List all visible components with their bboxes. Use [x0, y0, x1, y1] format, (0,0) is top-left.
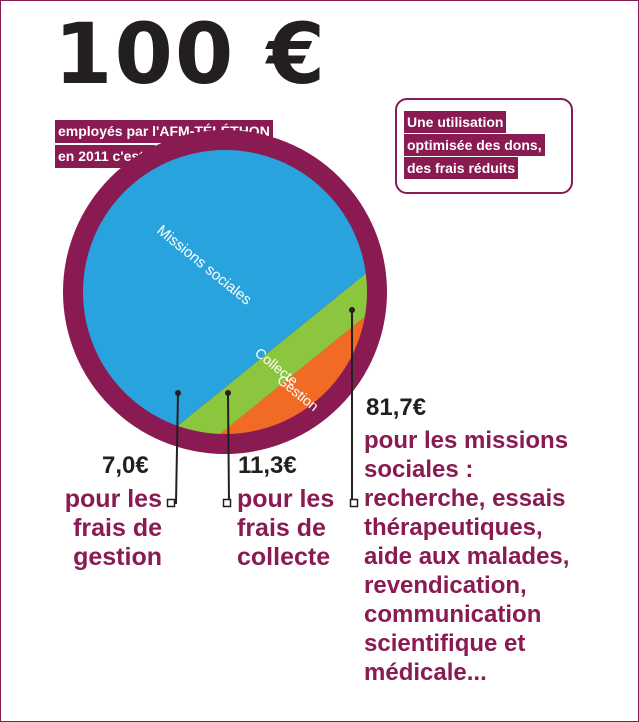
callout-line-1: Une utilisation — [404, 111, 507, 133]
missions-desc-line: revendication, — [364, 572, 527, 599]
callout-text: Une utilisation optimisée des dons, des … — [404, 111, 545, 180]
gestion-value: 7,0€ — [102, 452, 149, 479]
missions-desc-line: pour les missions — [364, 427, 569, 454]
gestion-desc-line: gestion — [73, 543, 162, 571]
missions-desc-line: recherche, essais — [364, 485, 566, 512]
gestion-desc-line: frais de — [73, 514, 162, 542]
missions-desc-line: médicale... — [364, 659, 487, 686]
pie-slice-gestion — [83, 150, 367, 434]
collecte-leader-dot — [225, 390, 231, 396]
gestion-leader-marker — [166, 498, 176, 508]
missions-desc-line: aide aux malades, — [364, 543, 570, 570]
collecte-description: pour les frais de collecte — [237, 485, 334, 572]
collecte-leader-marker — [222, 498, 232, 508]
missions-desc-line: communication — [364, 601, 542, 628]
callout-line-3: des frais réduits — [404, 157, 519, 179]
pie-slice-missions-sociales — [83, 150, 367, 434]
missions-desc-line: thérapeutiques, — [364, 514, 543, 541]
collecte-desc-line: pour les — [237, 485, 335, 513]
missions-desc-line: sociales : — [364, 456, 474, 483]
gestion-leader-dot — [175, 390, 181, 396]
gestion-description: pour les frais de gestion — [62, 485, 162, 572]
missions-description: pour les missions sociales : recherche, … — [364, 426, 569, 687]
pie-slice-collecte — [83, 150, 367, 434]
page-title: 100 € — [54, 5, 328, 103]
collecte-value: 11,3€ — [238, 452, 297, 479]
callout-box — [395, 98, 573, 194]
missions-leader-marker — [349, 498, 359, 508]
collecte-desc-line: frais de — [237, 514, 326, 542]
missions-leader-dot — [349, 307, 355, 313]
missions-value: 81,7€ — [366, 394, 427, 421]
missions-desc-line: scientifique et — [364, 630, 526, 657]
collecte-desc-line: collecte — [237, 543, 331, 571]
callout-line-2: optimisée des dons, — [404, 134, 545, 156]
gestion-desc-line: pour les — [64, 485, 162, 513]
